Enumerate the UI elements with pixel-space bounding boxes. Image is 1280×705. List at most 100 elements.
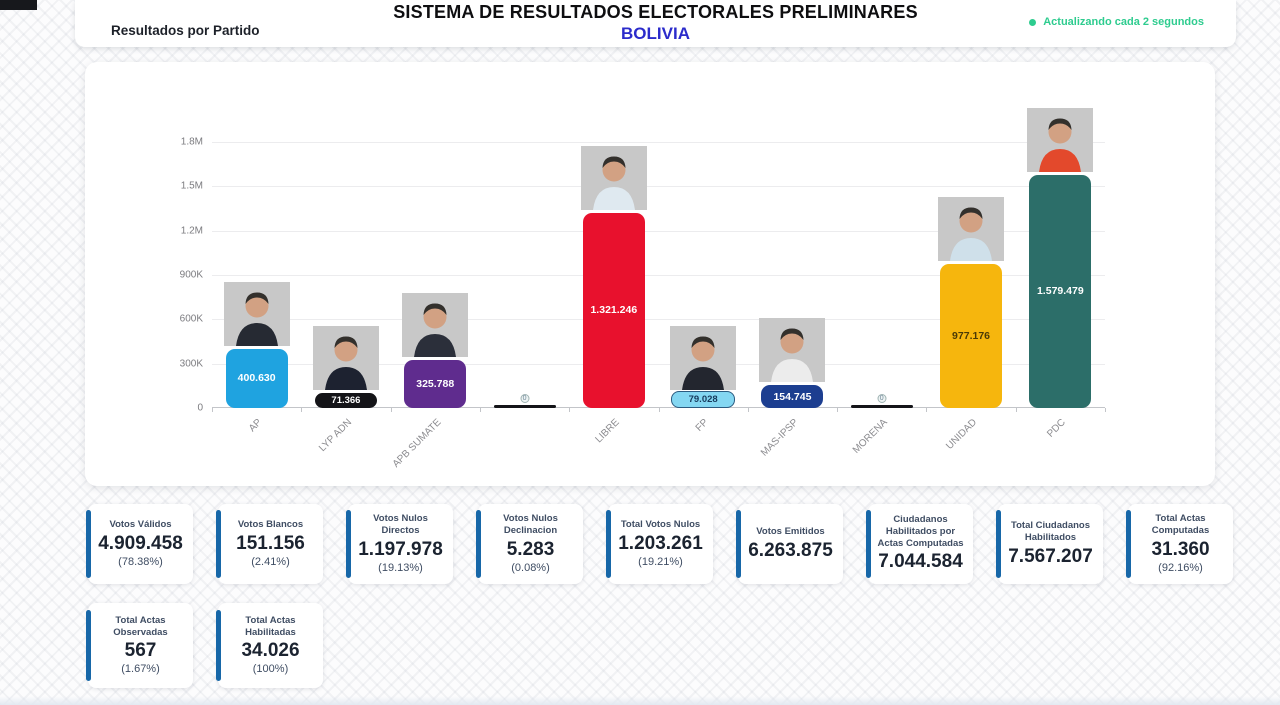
- x-axis-label-fp: FP: [694, 417, 711, 434]
- card-accent-bar: [1126, 510, 1131, 578]
- candidate-photo-mas-ipsp: [759, 318, 826, 383]
- main-title-block: SISTEMA DE RESULTADOS ELECTORALES PRELIM…: [393, 1, 918, 44]
- card-accent-bar: [476, 510, 481, 578]
- y-axis-tick-label: 0: [197, 402, 203, 414]
- stat-value: 4.909.458: [98, 532, 183, 554]
- bar-value-label: 1.579.479: [1036, 285, 1084, 298]
- candidate-photo-apb-sumate: [402, 292, 469, 357]
- card-accent-bar: [606, 510, 611, 578]
- stat-value: 7.044.584: [878, 551, 963, 573]
- bar-value-label: 71.366: [331, 395, 361, 406]
- x-axis-label-ap: AP: [247, 417, 265, 435]
- chart-column-mas-ipsp: 154.745 MAS-IPSP: [748, 142, 837, 459]
- stat-value: 1.203.261: [618, 532, 703, 554]
- stats-row-2: Total Actas Observadas 567 (1.67%) Total Ac…: [86, 603, 323, 688]
- bar-chart: 0 300K 600K 900K 1.2M 1.5M 1.8M 400.630 AP 71.366…: [180, 107, 1106, 470]
- corner-artifact: [0, 0, 37, 10]
- stats-row-1: Votos Válidos 4.909.458 (78.38%) Votos Blan…: [86, 504, 1233, 584]
- stat-card-votos-válidos: Votos Válidos 4.909.458 (78.38%): [86, 504, 193, 584]
- stat-value: 567: [124, 640, 157, 662]
- live-update-indicator: Actualizando cada 2 segundos: [1029, 16, 1204, 28]
- gridline: [212, 319, 1105, 321]
- stat-title: Total Ciudadanos Habilitados: [1011, 519, 1090, 543]
- chart-column-apb-sumate: 325.788 APB SUMATE: [390, 142, 480, 470]
- bar-apb-sumate[interactable]: 325.788: [404, 359, 467, 408]
- bar-value-label: 79.028: [688, 394, 718, 405]
- stat-value: 1.197.978: [358, 538, 443, 560]
- x-axis-tick: [212, 408, 213, 412]
- gridline: [212, 230, 1105, 232]
- x-axis-line: [212, 407, 1105, 408]
- bar-ap[interactable]: 400.630: [225, 348, 288, 408]
- stat-value: 34.026: [241, 640, 300, 662]
- bar-value-label: 154.745: [773, 390, 812, 403]
- gridline: [212, 275, 1105, 276]
- card-accent-bar: [736, 510, 741, 578]
- stat-value: 7.567.207: [1008, 545, 1093, 567]
- gridline: [212, 142, 1105, 143]
- bar-mas-ipsp[interactable]: 154.745: [761, 385, 824, 408]
- stat-card-total-actas-computadas: Total Actas Computadas 31.360 (92.16%): [1126, 504, 1233, 584]
- x-axis-tick: [926, 408, 928, 412]
- bar-pdc[interactable]: 1.579.479: [1029, 174, 1092, 408]
- live-dot-icon: [1029, 18, 1037, 26]
- candidate-photo-unidad: [938, 196, 1005, 261]
- stat-card-total-votos-nulos: Total Votos Nulos 1.203.261 (19.21%): [606, 504, 713, 584]
- stat-card-ciudadanos-habilitados-por-actas-computadas: Ciudadanos Habilitados por Actas Computa…: [866, 504, 973, 584]
- stat-title: Votos Nulos Declinacion: [503, 513, 558, 537]
- bar-value-label: 325.788: [416, 377, 455, 390]
- bottom-fade: [0, 696, 1280, 705]
- header: Resultados por Partido SISTEMA DE RESULT…: [75, 0, 1236, 47]
- candidate-photo-libre: [580, 145, 647, 210]
- stat-card-votos-blancos: Votos Blancos 151.156 (2.41%): [216, 504, 323, 584]
- x-axis-label-lyp-adn: LYP ADN: [316, 417, 354, 455]
- stat-value: 6.263.875: [748, 539, 833, 561]
- stat-percent: (92.16%): [1158, 561, 1203, 574]
- x-axis-tick: [658, 408, 660, 412]
- stat-title: Total Actas Observadas: [113, 614, 168, 638]
- gridline: [212, 363, 1105, 365]
- x-axis-tick: [1105, 408, 1106, 412]
- y-axis-tick-label: 1.2M: [180, 225, 203, 237]
- candidate-photo-fp: [670, 326, 737, 390]
- bar-empty[interactable]: [493, 405, 556, 408]
- stat-percent: (1.67%): [121, 663, 160, 676]
- x-axis-label-unidad: UNIDAD: [943, 417, 979, 452]
- stat-title: Votos Emitidos: [756, 525, 825, 537]
- stat-card-votos-nulos-declinacion: Votos Nulos Declinacion 5.283 (0.08%): [476, 504, 583, 584]
- x-axis-label-pdc: PDC: [1045, 417, 1069, 440]
- chart-column-unidad: 977.176 UNIDAD: [926, 142, 1015, 452]
- x-axis-label-morena: MORENA: [850, 417, 890, 456]
- card-accent-bar: [866, 510, 871, 578]
- x-axis-tick: [301, 408, 303, 412]
- country-subtitle: BOLIVIA: [621, 24, 690, 43]
- bar-libre[interactable]: 1.321.246: [582, 212, 645, 408]
- bar-unidad[interactable]: 977.176: [940, 263, 1003, 408]
- stat-title: Votos Válidos: [109, 519, 172, 531]
- stat-title: Total Votos Nulos: [620, 519, 701, 531]
- y-axis-tick-label: 1.8M: [180, 136, 203, 148]
- x-axis-label-mas-ipsp: MAS-IPSP: [758, 417, 801, 459]
- candidate-photo-ap: [223, 281, 290, 346]
- bar-morena[interactable]: [850, 405, 913, 408]
- stat-title: Votos Blancos: [237, 519, 304, 531]
- y-axis-tick-label: 900K: [179, 269, 203, 281]
- tiny-value-marker: 0: [877, 394, 887, 403]
- stat-percent: (2.41%): [251, 555, 290, 568]
- tiny-value-marker: 0: [520, 394, 530, 403]
- card-accent-bar: [86, 609, 91, 682]
- stat-title: Total Actas Habilitadas: [245, 614, 296, 638]
- stat-percent: (19.13%): [378, 561, 423, 574]
- bar-lyp-adn[interactable]: 71.366: [314, 393, 377, 408]
- x-axis-tick: [1015, 408, 1017, 412]
- stat-percent: (19.21%): [638, 555, 683, 568]
- stat-card-total-ciudadanos-habilitados: Total Ciudadanos Habilitados 7.567.207: [996, 504, 1103, 584]
- candidate-photo-lyp-adn: [312, 326, 379, 390]
- status-text: Actualizando cada 2 segundos: [1043, 16, 1204, 28]
- gridline: [212, 186, 1105, 188]
- bar-value-label: 977.176: [952, 329, 991, 342]
- stat-title: Votos Nulos Directos: [373, 513, 428, 537]
- stat-percent: (100%): [252, 663, 289, 676]
- candidate-photo-pdc: [1027, 107, 1094, 172]
- bar-fp[interactable]: 79.028: [671, 391, 736, 408]
